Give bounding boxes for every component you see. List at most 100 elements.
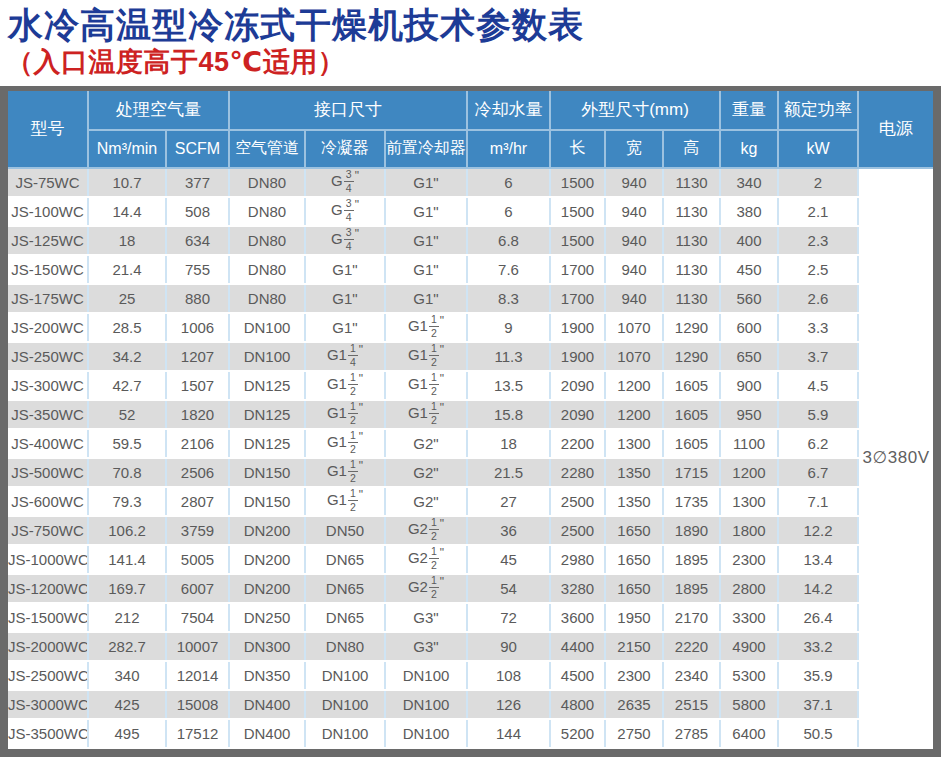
air-pipe-cell: DN80 — [229, 226, 305, 255]
col-header-interface-size: 接口尺寸 — [229, 91, 467, 130]
precooler-cell: G112" — [385, 400, 467, 429]
water-cell: 21.5 — [467, 458, 550, 487]
scfm-cell: 2106 — [166, 429, 229, 458]
spec-table-head: 型号 处理空气量 接口尺寸 冷却水量 外型尺寸(mm) 重量 额定功率 电源 N… — [8, 91, 933, 168]
kw-cell: 6.2 — [778, 429, 858, 458]
col-header-width: 宽 — [605, 130, 663, 168]
length-cell: 4500 — [550, 661, 605, 690]
width-cell: 940 — [605, 197, 663, 226]
precooler-cell: G2" — [385, 429, 467, 458]
height-cell: 2785 — [663, 719, 720, 748]
col-header-weight: 重量 — [720, 91, 778, 130]
air-pipe-cell: DN80 — [229, 168, 305, 197]
table-row: JS-125WC18634DN80G34"G1"6.81500940113040… — [8, 226, 933, 255]
precooler-cell: G1" — [385, 197, 467, 226]
weight-cell: 3300 — [720, 603, 778, 632]
scfm-cell: 5005 — [166, 545, 229, 574]
nm3min-cell: 141.4 — [88, 545, 166, 574]
length-cell: 1500 — [550, 168, 605, 197]
table-row: JS-2500WC34012014DN350DN100DN10010845002… — [8, 661, 933, 690]
width-cell: 940 — [605, 284, 663, 313]
height-cell: 1290 — [663, 313, 720, 342]
precooler-cell: G1" — [385, 284, 467, 313]
precooler-cell: G112" — [385, 371, 467, 400]
nm3min-cell: 14.4 — [88, 197, 166, 226]
width-cell: 1350 — [605, 458, 663, 487]
power-supply-cell: 3∅380V — [858, 168, 933, 748]
height-cell: 2340 — [663, 661, 720, 690]
model-cell: JS-100WC — [8, 197, 88, 226]
condenser-cell: G1" — [305, 313, 385, 342]
condenser-cell: G112" — [305, 429, 385, 458]
nm3min-cell: 212 — [88, 603, 166, 632]
width-cell: 1200 — [605, 371, 663, 400]
length-cell: 2090 — [550, 400, 605, 429]
water-cell: 9 — [467, 313, 550, 342]
kw-cell: 37.1 — [778, 690, 858, 719]
scfm-cell: 12014 — [166, 661, 229, 690]
length-cell: 2500 — [550, 516, 605, 545]
air-pipe-cell: DN125 — [229, 400, 305, 429]
model-cell: JS-125WC — [8, 226, 88, 255]
width-cell: 1650 — [605, 574, 663, 603]
table-row: JS-2000WC282.710007DN300DN80G3"904400215… — [8, 632, 933, 661]
scfm-cell: 634 — [166, 226, 229, 255]
air-pipe-cell: DN100 — [229, 313, 305, 342]
page: 水冷高温型冷冻式干燥机技术参数表 （入口温度高于45℃适用） 型号 处理空气量 … — [0, 4, 941, 757]
water-cell: 27 — [467, 487, 550, 516]
height-cell: 1130 — [663, 197, 720, 226]
height-cell: 1605 — [663, 371, 720, 400]
model-cell: JS-2000WC — [8, 632, 88, 661]
kw-cell: 26.4 — [778, 603, 858, 632]
col-header-dimensions: 外型尺寸(mm) — [550, 91, 720, 130]
kw-cell: 13.4 — [778, 545, 858, 574]
table-row: JS-250WC34.21207DN100G114"G112"11.319001… — [8, 342, 933, 371]
col-header-air-pipe: 空气管道 — [229, 130, 305, 168]
water-cell: 15.8 — [467, 400, 550, 429]
weight-cell: 650 — [720, 342, 778, 371]
water-cell: 6.8 — [467, 226, 550, 255]
col-header-kg: kg — [720, 130, 778, 168]
condenser-cell: G34" — [305, 168, 385, 197]
spec-table: 型号 处理空气量 接口尺寸 冷却水量 外型尺寸(mm) 重量 额定功率 电源 N… — [8, 91, 933, 749]
air-pipe-cell: DN200 — [229, 574, 305, 603]
scfm-cell: 1820 — [166, 400, 229, 429]
height-cell: 1130 — [663, 168, 720, 197]
col-header-m3hr: m³/hr — [467, 130, 550, 168]
condenser-cell: G112" — [305, 458, 385, 487]
col-header-condenser: 冷凝器 — [305, 130, 385, 168]
air-pipe-cell: DN150 — [229, 458, 305, 487]
col-header-power-supply: 电源 — [858, 91, 933, 168]
length-cell: 1500 — [550, 197, 605, 226]
width-cell: 1350 — [605, 487, 663, 516]
precooler-cell: G2" — [385, 487, 467, 516]
length-cell: 2200 — [550, 429, 605, 458]
weight-cell: 1200 — [720, 458, 778, 487]
kw-cell: 2.3 — [778, 226, 858, 255]
height-cell: 1715 — [663, 458, 720, 487]
precooler-cell: G112" — [385, 313, 467, 342]
nm3min-cell: 282.7 — [88, 632, 166, 661]
nm3min-cell: 21.4 — [88, 255, 166, 284]
condenser-cell: G112" — [305, 487, 385, 516]
nm3min-cell: 28.5 — [88, 313, 166, 342]
kw-cell: 33.2 — [778, 632, 858, 661]
condenser-cell: DN100 — [305, 719, 385, 748]
height-cell: 1735 — [663, 487, 720, 516]
height-cell: 1290 — [663, 342, 720, 371]
weight-cell: 5800 — [720, 690, 778, 719]
model-cell: JS-2500WC — [8, 661, 88, 690]
model-cell: JS-3000WC — [8, 690, 88, 719]
air-pipe-cell: DN100 — [229, 342, 305, 371]
model-cell: JS-1500WC — [8, 603, 88, 632]
nm3min-cell: 340 — [88, 661, 166, 690]
height-cell: 1605 — [663, 400, 720, 429]
scfm-cell: 3759 — [166, 516, 229, 545]
length-cell: 2090 — [550, 371, 605, 400]
col-header-rated-power: 额定功率 — [778, 91, 858, 130]
kw-cell: 2.1 — [778, 197, 858, 226]
model-cell: JS-300WC — [8, 371, 88, 400]
precooler-cell: DN100 — [385, 719, 467, 748]
precooler-cell: G112" — [385, 342, 467, 371]
condenser-cell: DN65 — [305, 574, 385, 603]
